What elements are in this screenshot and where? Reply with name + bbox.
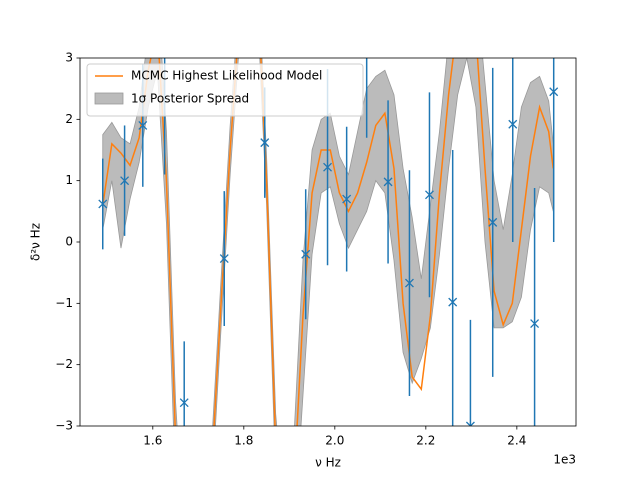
data-point <box>383 177 393 187</box>
x-tick-label: 1.8 <box>234 434 253 448</box>
data-point <box>508 119 518 129</box>
y-tick-label: 2 <box>65 112 73 126</box>
data-point <box>179 398 189 408</box>
x-tick-label: 2.0 <box>325 434 344 448</box>
x-offset-label: 1e3 <box>553 453 576 467</box>
y-tick-label: −1 <box>55 296 73 310</box>
x-axis-label: ν Hz <box>315 456 341 470</box>
y-tick-label: 1 <box>65 173 73 187</box>
legend-label: MCMC Highest Likelihood Model <box>131 69 322 83</box>
y-tick-label: 0 <box>65 235 73 249</box>
data-point <box>448 297 458 307</box>
y-tick-label: −2 <box>55 357 73 371</box>
data-point <box>120 176 130 186</box>
legend-swatch <box>94 92 124 105</box>
data-point <box>488 217 498 227</box>
data-point <box>342 194 352 204</box>
data-point <box>301 249 311 259</box>
data-point <box>530 319 540 329</box>
y-tick-label: 3 <box>65 51 73 65</box>
data-point <box>323 162 333 172</box>
x-tick-label: 2.4 <box>507 434 526 448</box>
y-tick-label: −3 <box>55 419 73 433</box>
data-point <box>425 190 434 200</box>
model-line <box>102 58 554 426</box>
data-point <box>98 199 108 209</box>
data-point <box>260 138 270 148</box>
x-tick-label: 1.6 <box>143 434 162 448</box>
data-point <box>219 254 229 264</box>
data-point <box>138 121 148 130</box>
data-point <box>549 87 559 97</box>
axes: −3 −2 −1 0 1 2 3 1.6 1.8 2.0 2.2 2.4 <box>55 51 577 448</box>
legend: MCMC Highest Likelihood Model 1σ Posterio… <box>86 63 364 117</box>
data-point <box>404 278 414 288</box>
y-axis-label: δ²ν Hz <box>29 223 43 261</box>
legend-label: 1σ Posterior Spread <box>131 92 249 106</box>
data-point <box>465 421 475 426</box>
legend-box <box>86 63 364 117</box>
x-tick-label: 2.2 <box>416 434 435 448</box>
